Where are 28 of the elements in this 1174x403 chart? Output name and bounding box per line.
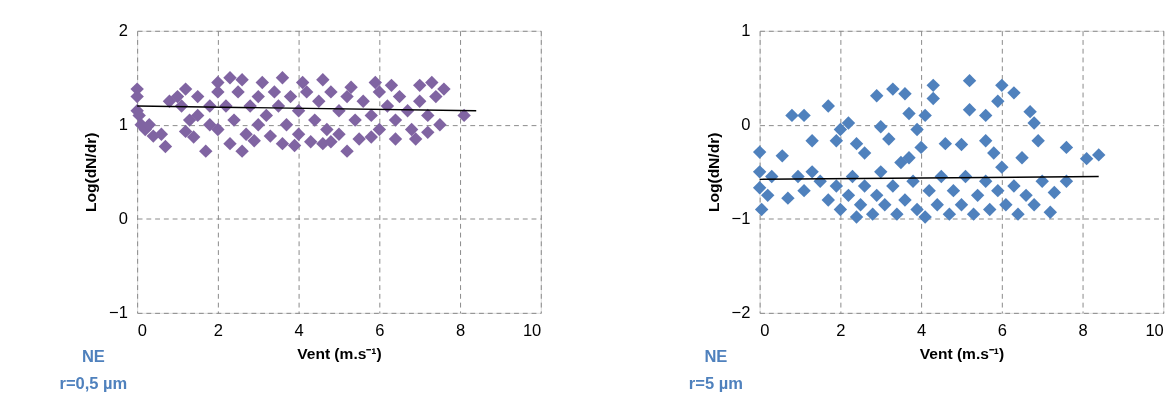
y-tick-label: 1 — [741, 21, 751, 41]
y-tick-label: 0 — [741, 115, 751, 135]
text: NE — [704, 346, 728, 366]
text: r=5 µm — [688, 373, 743, 393]
x-tick-label: 0 — [137, 320, 147, 340]
x-tick-label: 10 — [1145, 320, 1164, 340]
y-axis-title: Log(dN/dr) — [704, 132, 722, 213]
x-tick-label: 2 — [213, 320, 223, 340]
x-tick-label: 4 — [294, 320, 304, 340]
text: NE — [81, 346, 105, 366]
x-axis-title: Vent (m.s⁻¹) — [297, 345, 382, 363]
x-tick-label: 10 — [522, 320, 542, 340]
x-tick-label: 8 — [1078, 320, 1088, 340]
text: r=0,5 µm — [59, 373, 128, 393]
y-tick-label: −2 — [731, 303, 751, 323]
y-axis-title: Log(dN/dr) — [82, 132, 100, 213]
y-tick-label: 1 — [118, 115, 128, 135]
x-axis-title: Vent (m.s⁻¹) — [919, 345, 1005, 363]
x-tick-label: 6 — [375, 320, 385, 340]
y-tick-label: −1 — [731, 209, 751, 229]
y-tick-label: 2 — [118, 21, 128, 41]
x-tick-label: 6 — [997, 320, 1007, 340]
x-tick-label: 0 — [760, 320, 770, 340]
x-tick-label: 8 — [455, 320, 466, 340]
x-tick-label: 4 — [917, 320, 927, 340]
x-tick-label: 2 — [836, 320, 846, 340]
y-tick-label: 0 — [118, 209, 128, 229]
y-tick-label: −1 — [109, 303, 128, 323]
